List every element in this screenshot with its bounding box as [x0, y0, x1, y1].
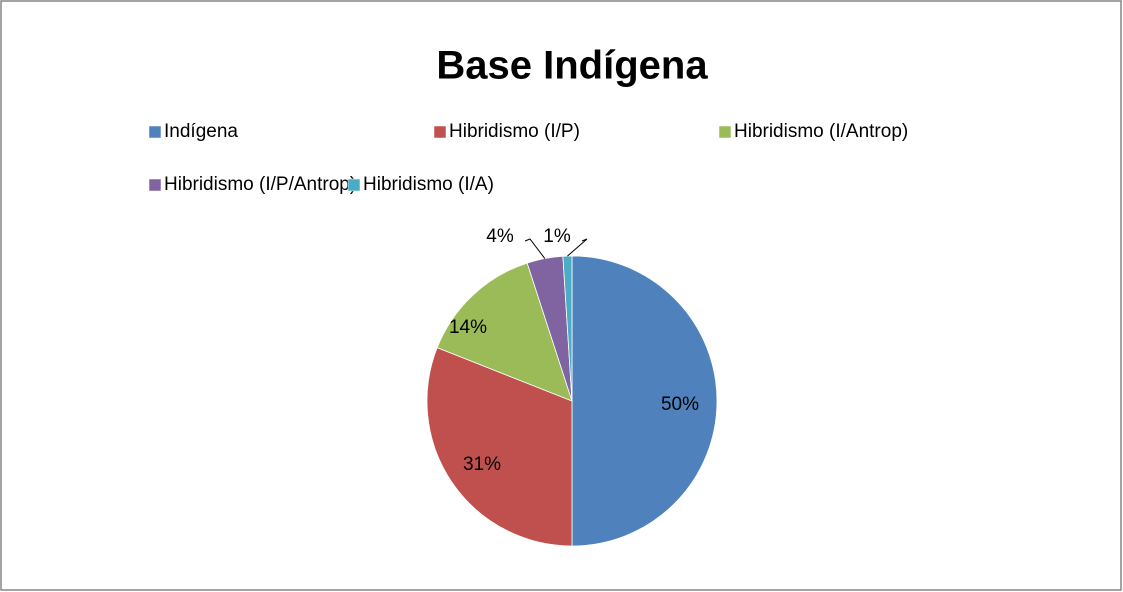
legend-label: Indígena [164, 121, 238, 142]
legend-swatch [148, 125, 162, 139]
legend-swatch [347, 178, 361, 192]
data-label: 31% [463, 454, 501, 475]
pie-slice [571, 255, 718, 547]
data-label: 4% [486, 226, 514, 247]
legend-label: Hibridismo (I/P) [449, 121, 580, 142]
legend-label: Hibridismo (I/P/Antrop) [164, 174, 356, 195]
legend-swatch [433, 125, 447, 139]
data-label: 14% [449, 317, 487, 338]
pie-slice [562, 255, 573, 402]
legend-swatch [148, 178, 162, 192]
data-label: 1% [543, 226, 571, 247]
legend-label: Hibridismo (I/A) [363, 174, 494, 195]
pie-slice [426, 347, 573, 547]
chart-title: Base Indígena [436, 44, 708, 88]
data-label: 50% [661, 394, 699, 415]
legend-label: Hibridismo (I/Antrop) [734, 121, 908, 142]
leader-line [567, 238, 588, 257]
leader-line [524, 238, 546, 259]
legend-swatch [718, 125, 732, 139]
